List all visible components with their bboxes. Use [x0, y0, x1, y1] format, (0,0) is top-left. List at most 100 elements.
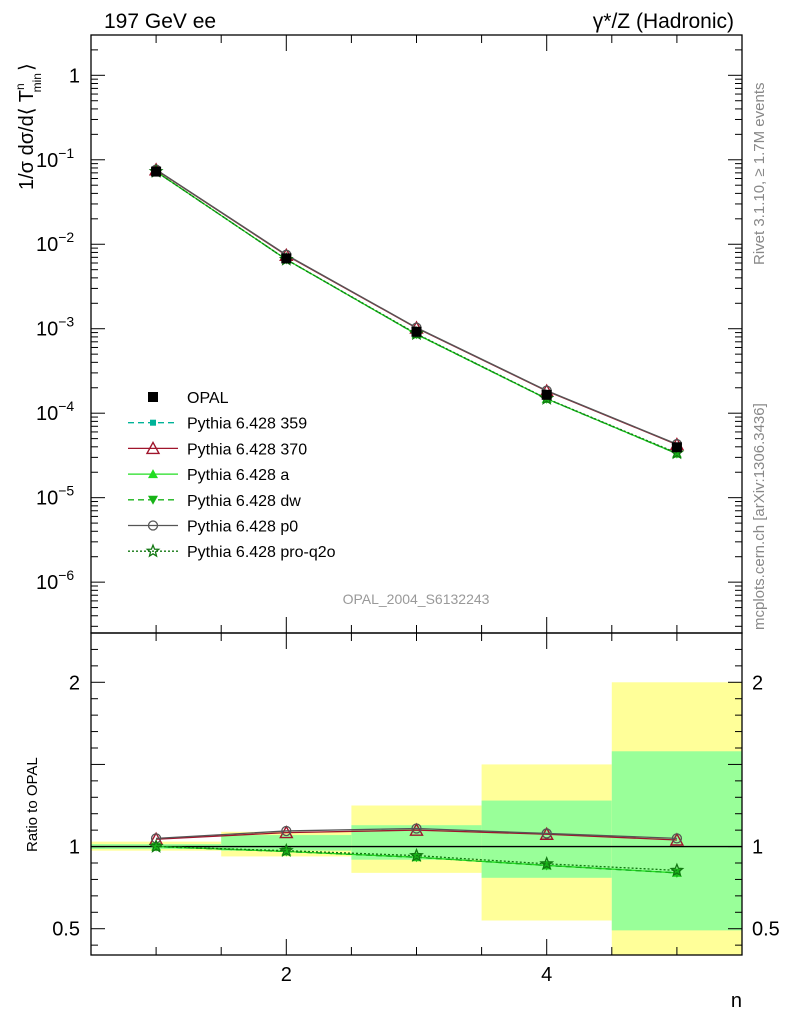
main-y-axis-label: 1/σ dσ/d⟨ Tn min ⟩: [13, 63, 44, 190]
main-y-tick-label: 10−2: [36, 229, 74, 256]
ratio-point-pythia-6-428-p0-2: [281, 825, 292, 837]
ratio-point-pythia-6-428-pro-q2o-2: [278, 842, 294, 857]
ratio-point-pythia-6-428-p0-4: [541, 828, 552, 839]
x-tick-label: 2: [281, 964, 292, 986]
series-line-pythia-6-428-pro-q2o: [155, 171, 678, 454]
main-y-tick-label: 1: [69, 65, 80, 87]
ratio-point-pythia-6-428-p0-3: [411, 823, 422, 834]
legend-marker-pythia-6-428-359: [150, 419, 156, 426]
tick-exponent: −1: [58, 145, 74, 161]
legend-entry-pythia-6-428-370: Pythia 6.428 370: [128, 440, 307, 458]
ratio-line-pythia-6-428-p0: [156, 827, 677, 840]
legend-marker-pythia-6-428-p0: [147, 520, 159, 531]
legend-entry-pythia-6-428-dw: Pythia 6.428 dw: [128, 493, 301, 510]
main-y-tick-label: 10−1: [36, 145, 74, 172]
analysis-tag: OPAL_2004_S6132243: [343, 591, 490, 607]
mcplots-label: mcplots.cern.ch [arXiv:1306.3436]: [751, 403, 768, 630]
series-line-pythia-6-428-a: [155, 171, 678, 455]
main-y-tick-label: 10−5: [36, 483, 74, 510]
x-tick-label: 4: [541, 964, 552, 986]
legend-label-pythia-6-428-pro-q2o: Pythia 6.428 pro-q2o: [187, 544, 336, 561]
legend-marker-pythia-6-428-370: [145, 440, 161, 455]
tick-exponent: −2: [58, 229, 74, 245]
tick-base: 10: [36, 150, 58, 172]
tick-exponent: −3: [58, 314, 74, 330]
ratio-line-pythia-6-428-370: [156, 829, 677, 841]
tick-base: 10: [36, 319, 58, 341]
ratio-point-pythia-6-428-dw-2: [281, 847, 292, 857]
ratio-line-pythia-6-428-pro-q2o: [156, 845, 677, 872]
ratio-point-pythia-6-428-370-5: [669, 832, 685, 846]
series-line-pythia-6-428-p0: [155, 169, 678, 445]
legend-label-pythia-6-428-359: Pythia 6.428 359: [187, 416, 307, 433]
tick-exponent: −4: [58, 398, 74, 414]
stat-uncertainty-band-5: [611, 751, 742, 931]
legend-marker-opal: [148, 392, 158, 402]
point-opal-1: [151, 166, 162, 177]
ylabel-main: 1/σ dσ/d⟨ T: [16, 90, 38, 190]
point-opal-5: [671, 442, 682, 453]
point-opal-4: [541, 389, 552, 400]
tick-exponent: −5: [58, 483, 74, 499]
legend-entry-opal: OPAL: [148, 390, 229, 407]
plot-frames: 110−110−210−310−410−510−62 40.5 0.51 12 2: [36, 34, 780, 986]
x-axis-label: n: [731, 990, 742, 1012]
legend-label-opal: OPAL: [187, 390, 229, 407]
legend-entry-pythia-6-428-pro-q2o: Pythia 6.428 pro-q2o: [128, 543, 336, 561]
right-title: γ*/Z (Hadronic): [593, 10, 734, 33]
ratio-series-pythia-6-428-p0: [150, 823, 683, 844]
rivet-label: Rivet 3.1.10, ≥ 1.7M events: [751, 83, 768, 266]
tick-base: 10: [36, 234, 58, 256]
ratio-series-pythia-6-428-pro-q2o: [148, 838, 685, 877]
legend-entry-pythia-6-428-a: Pythia 6.428 a: [128, 467, 289, 484]
main-y-tick-label: 10−4: [36, 398, 74, 425]
series-line-pythia-6-428-370: [155, 169, 678, 446]
ratio-y-tick-label-right: 2: [752, 672, 763, 694]
series-pythia-6-428-370: [148, 162, 685, 451]
legend-marker-pythia-6-428-dw: [148, 495, 158, 505]
ratio-point-pythia-6-428-pro-q2o-1: [148, 838, 164, 853]
ratio-point-pythia-6-428-370-3: [409, 822, 424, 836]
legend-label-pythia-6-428-a: Pythia 6.428 a: [187, 467, 289, 484]
main-plot: [148, 162, 685, 460]
ylabel-sup: n: [13, 83, 27, 90]
tick-base: 10: [36, 403, 58, 425]
tick-exponent: −6: [58, 567, 74, 583]
legend-label-pythia-6-428-dw: Pythia 6.428 dw: [187, 493, 301, 510]
ratio-y-tick-label-right: 0.5: [752, 919, 780, 941]
series-opal: [151, 166, 682, 453]
series-line-pythia-6-428-359: [155, 171, 678, 455]
tick-base: 10: [36, 572, 58, 594]
legend: OPAL Pythia 6.428 359 Pythia 6.428 370 Pyth…: [128, 390, 336, 561]
ratio-y-tick-label-right: 1: [752, 837, 763, 859]
tick-base: 1: [69, 65, 80, 87]
ratio-point-pythia-6-428-p0-5: [671, 833, 683, 844]
legend-marker-pythia-6-428-pro-q2o: [145, 543, 161, 558]
ratio-point-pythia-6-428-pro-q2o-5: [669, 862, 685, 877]
legend-entry-pythia-6-428-p0: Pythia 6.428 p0: [128, 519, 298, 536]
main-y-tick-label: 10−3: [36, 314, 74, 341]
ylabel-sub: min: [30, 73, 44, 92]
ratio-y-axis-label: Ratio to OPAL: [24, 757, 41, 852]
ratio-y-tick-label: 2: [69, 672, 80, 694]
ratio-point-pythia-6-428-370-2: [279, 825, 294, 839]
left-title: 197 GeV ee: [104, 10, 216, 33]
point-opal-2: [281, 253, 292, 264]
ratio-point-pythia-6-428-pro-q2o-4: [539, 856, 555, 871]
ratio-plot: [91, 822, 742, 878]
ratio-point-pythia-6-428-p0-1: [150, 833, 162, 844]
main-y-tick-label: 10−6: [36, 567, 74, 594]
series-line-pythia-6-428-dw: [155, 171, 678, 455]
ratio-bands: [91, 682, 742, 955]
series-pythia-6-428-p0: [150, 164, 683, 450]
legend-label-pythia-6-428-370: Pythia 6.428 370: [187, 441, 307, 458]
ratio-y-tick-label: 1: [69, 837, 80, 859]
point-opal-3: [411, 326, 422, 337]
ylabel-close: ⟩: [16, 63, 38, 71]
tick-base: 10: [36, 488, 58, 510]
ratio-y-tick-label: 0.5: [52, 919, 80, 941]
ratio-point-pythia-6-428-pro-q2o-3: [409, 847, 424, 862]
legend-marker-pythia-6-428-a: [148, 469, 158, 479]
legend-label-pythia-6-428-p0: Pythia 6.428 p0: [187, 519, 298, 536]
